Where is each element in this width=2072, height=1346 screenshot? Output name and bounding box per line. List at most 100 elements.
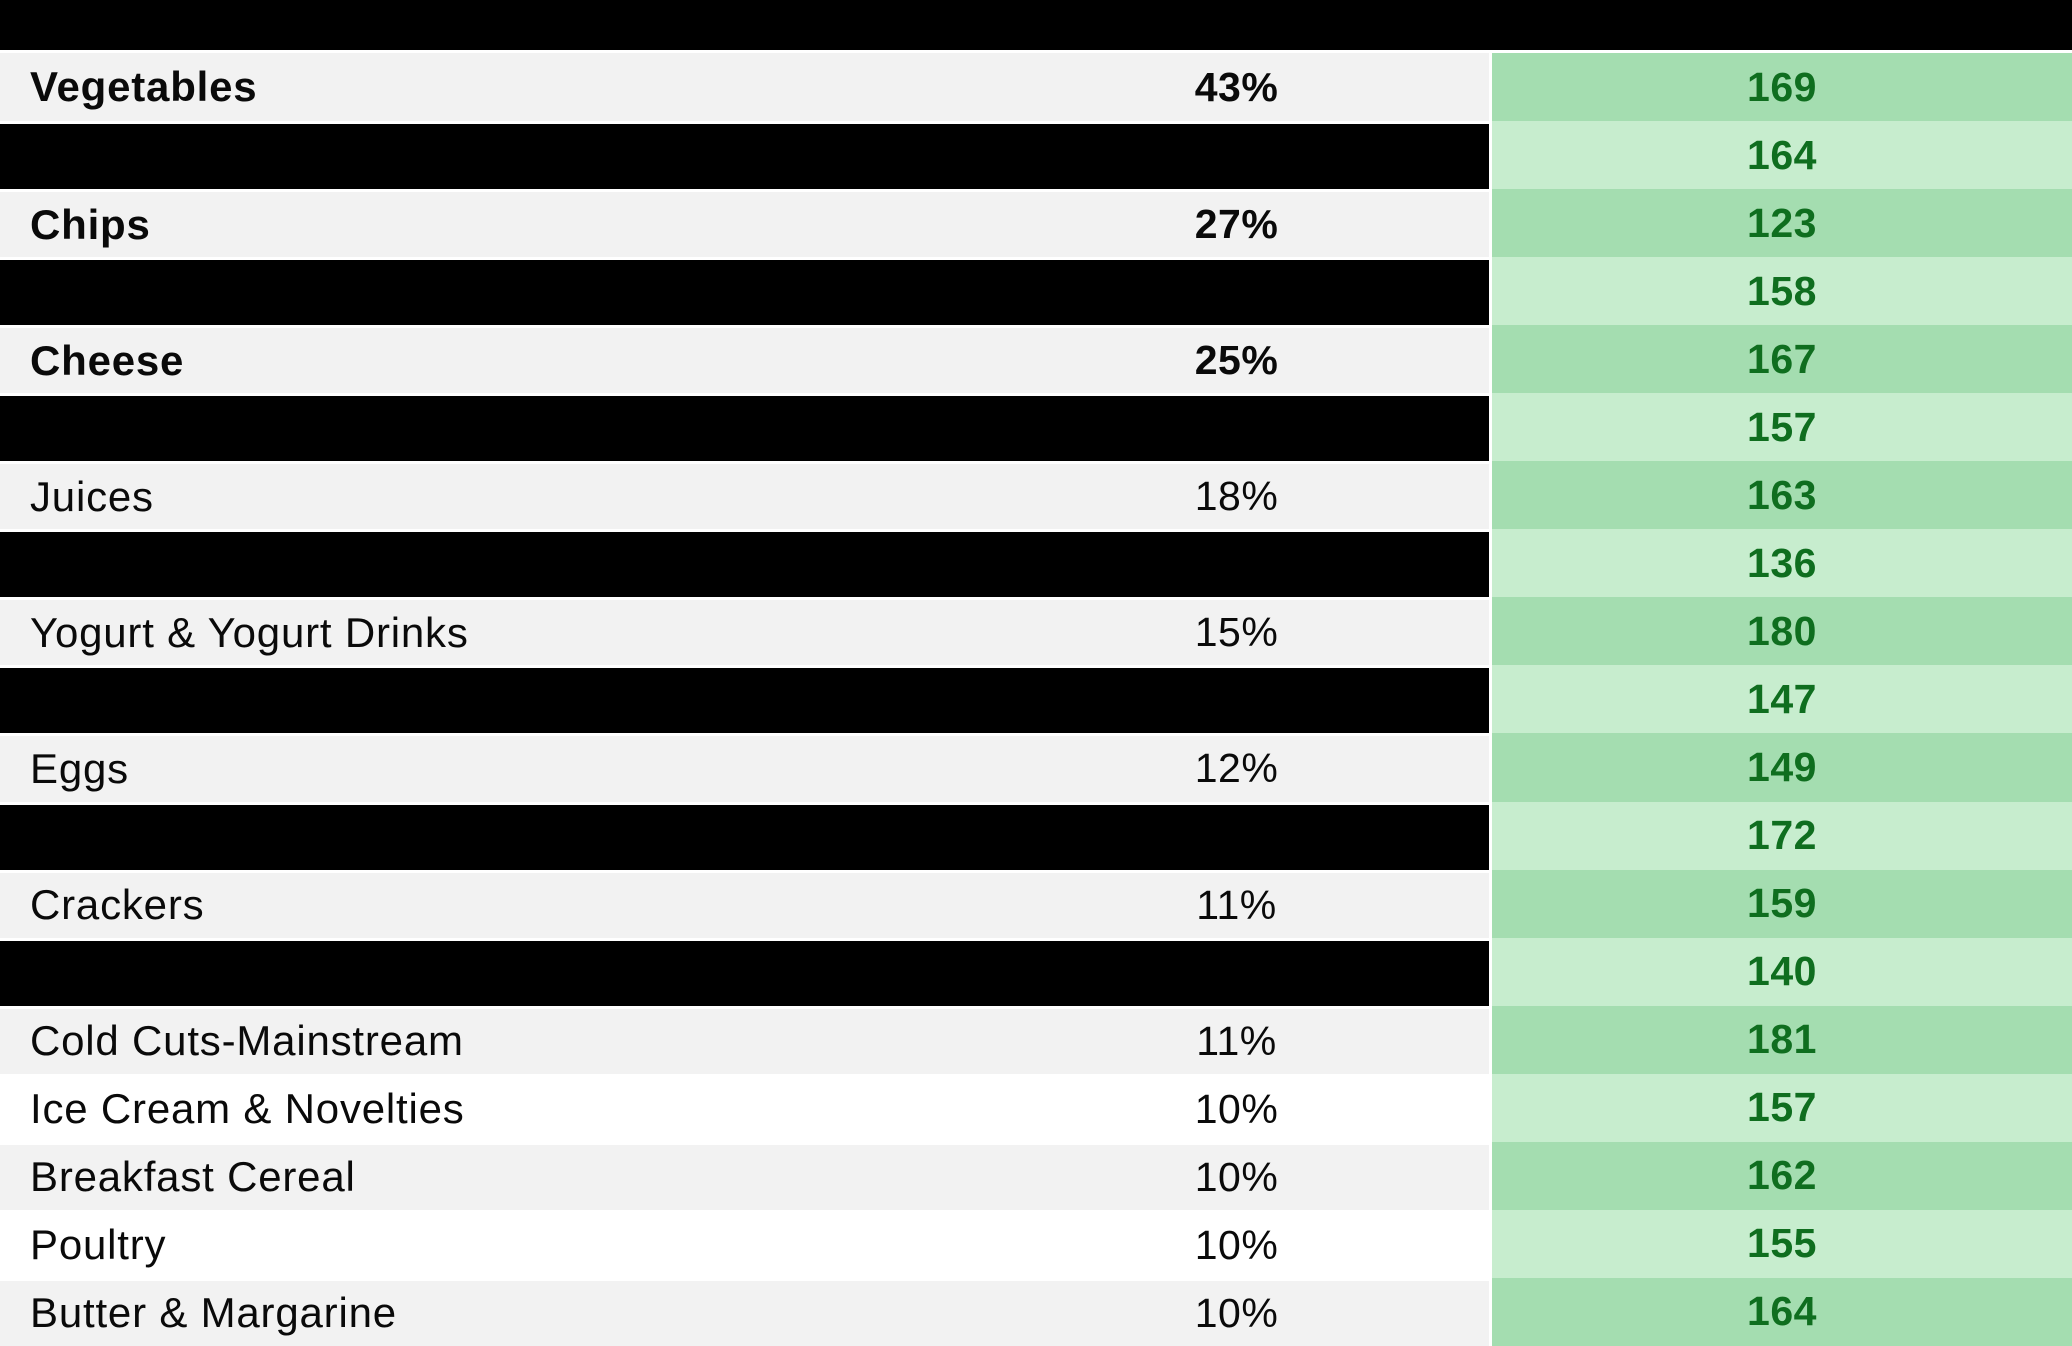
redacted-header-bar: [0, 0, 2072, 53]
category-label: Eggs: [30, 744, 129, 792]
table-row: Cold Cuts-Mainstream 11% 181: [0, 1005, 2072, 1074]
row-left-cell: Chips 27%: [0, 189, 1492, 258]
category-label: Cold Cuts-Mainstream: [30, 1017, 464, 1065]
row-left-cell: Yogurt & Yogurt Drinks 15%: [0, 597, 1492, 666]
row-left-cell: Vegetables 43%: [0, 53, 1492, 122]
row-left-cell: [0, 665, 1492, 734]
index-value: 136: [1747, 539, 1817, 586]
table-row: Crackers 11% 159: [0, 869, 2072, 938]
table-row: 140: [0, 937, 2072, 1006]
table-row: 164: [0, 121, 2072, 190]
table-row: Cheese 25% 167: [0, 325, 2072, 394]
percent-value: 10%: [1194, 1289, 1279, 1336]
row-left-cell: [0, 529, 1492, 598]
category-label: Juices: [30, 472, 154, 520]
category-label: Cheese: [30, 336, 185, 384]
index-value: 167: [1747, 335, 1817, 382]
index-value: 149: [1747, 743, 1817, 790]
table-row: Breakfast Cereal 10% 162: [0, 1141, 2072, 1210]
index-cell: 180: [1492, 597, 2072, 666]
percent-value: 10%: [1194, 1221, 1279, 1268]
percent-value: 10%: [1194, 1153, 1279, 1200]
table-row: Juices 18% 163: [0, 461, 2072, 530]
row-left-cell: Butter & Margarine 10%: [0, 1277, 1492, 1346]
index-value: 164: [1747, 1288, 1817, 1335]
index-value: 180: [1747, 607, 1817, 654]
category-label: Butter & Margarine: [30, 1289, 397, 1337]
percent-value: 11%: [1196, 881, 1277, 928]
index-cell: 157: [1492, 1073, 2072, 1142]
index-value: 155: [1747, 1220, 1817, 1267]
index-cell: 147: [1492, 665, 2072, 734]
index-value: 157: [1747, 403, 1817, 450]
row-left-cell: Crackers 11%: [0, 869, 1492, 938]
row-left-cell: Eggs 12%: [0, 733, 1492, 802]
index-value: 158: [1747, 267, 1817, 314]
index-value: 157: [1747, 1084, 1817, 1131]
index-value: 147: [1747, 675, 1817, 722]
row-left-cell: Ice Cream & Novelties 10%: [0, 1073, 1492, 1142]
table-row: 157: [0, 393, 2072, 462]
index-cell: 159: [1492, 869, 2072, 938]
row-left-cell: [0, 801, 1492, 870]
percent-value: 25%: [1194, 337, 1279, 384]
table-row: Ice Cream & Novelties 10% 157: [0, 1073, 2072, 1142]
index-cell: 155: [1492, 1209, 2072, 1278]
row-left-cell: Juices 18%: [0, 461, 1492, 530]
index-cell: 149: [1492, 733, 2072, 802]
category-label: Ice Cream & Novelties: [30, 1085, 465, 1133]
table-row: Yogurt & Yogurt Drinks 15% 180: [0, 597, 2072, 666]
index-cell: 136: [1492, 529, 2072, 598]
index-value: 140: [1747, 948, 1817, 995]
index-value: 169: [1747, 63, 1817, 110]
index-cell: 157: [1492, 393, 2072, 462]
category-label: Vegetables: [30, 63, 258, 111]
category-label: Breakfast Cereal: [30, 1153, 356, 1201]
percent-value: 27%: [1194, 201, 1279, 248]
table-row: 172: [0, 801, 2072, 870]
category-label: Poultry: [30, 1221, 167, 1269]
table-row: Vegetables 43% 169: [0, 53, 2072, 122]
table-row: 136: [0, 529, 2072, 598]
category-label: Chips: [30, 200, 151, 248]
table-row: Poultry 10% 155: [0, 1209, 2072, 1278]
percent-value: 18%: [1194, 473, 1279, 520]
percent-value: 10%: [1194, 1085, 1279, 1132]
index-cell: 140: [1492, 937, 2072, 1006]
index-cell: 181: [1492, 1005, 2072, 1074]
index-cell: 123: [1492, 189, 2072, 258]
index-value: 162: [1747, 1152, 1817, 1199]
index-cell: 162: [1492, 1141, 2072, 1210]
row-left-cell: [0, 121, 1492, 190]
index-value: 163: [1747, 471, 1817, 518]
row-left-cell: Cold Cuts-Mainstream 11%: [0, 1005, 1492, 1074]
row-left-cell: [0, 257, 1492, 326]
index-cell: 163: [1492, 461, 2072, 530]
table-row: 158: [0, 257, 2072, 326]
index-value: 181: [1747, 1016, 1817, 1063]
index-cell: 158: [1492, 257, 2072, 326]
index-value: 159: [1747, 880, 1817, 927]
percent-value: 11%: [1196, 1017, 1277, 1064]
index-cell: 164: [1492, 1277, 2072, 1346]
percent-value: 43%: [1194, 63, 1279, 110]
index-cell: 169: [1492, 53, 2072, 122]
row-left-cell: [0, 393, 1492, 462]
row-left-cell: Cheese 25%: [0, 325, 1492, 394]
index-cell: 167: [1492, 325, 2072, 394]
table-body: Vegetables 43% 169 164 Chips 27% 123 15: [0, 53, 2072, 1346]
row-left-cell: Poultry 10%: [0, 1209, 1492, 1278]
table-row: Eggs 12% 149: [0, 733, 2072, 802]
table-row: 147: [0, 665, 2072, 734]
percent-value: 12%: [1194, 745, 1279, 792]
table-row: Butter & Margarine 10% 164: [0, 1277, 2072, 1346]
category-label: Yogurt & Yogurt Drinks: [30, 608, 469, 656]
index-value: 172: [1747, 812, 1817, 859]
row-left-cell: Breakfast Cereal 10%: [0, 1141, 1492, 1210]
index-value: 164: [1747, 131, 1817, 178]
index-cell: 164: [1492, 121, 2072, 190]
category-label: Crackers: [30, 881, 205, 929]
row-left-cell: [0, 937, 1492, 1006]
table-row: Chips 27% 123: [0, 189, 2072, 258]
